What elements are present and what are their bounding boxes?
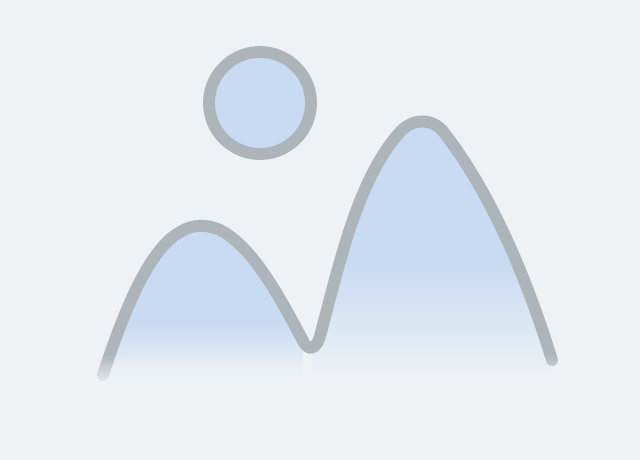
sun-icon xyxy=(203,46,317,160)
bottom-fade xyxy=(88,354,568,388)
mountain-outline xyxy=(97,115,558,381)
